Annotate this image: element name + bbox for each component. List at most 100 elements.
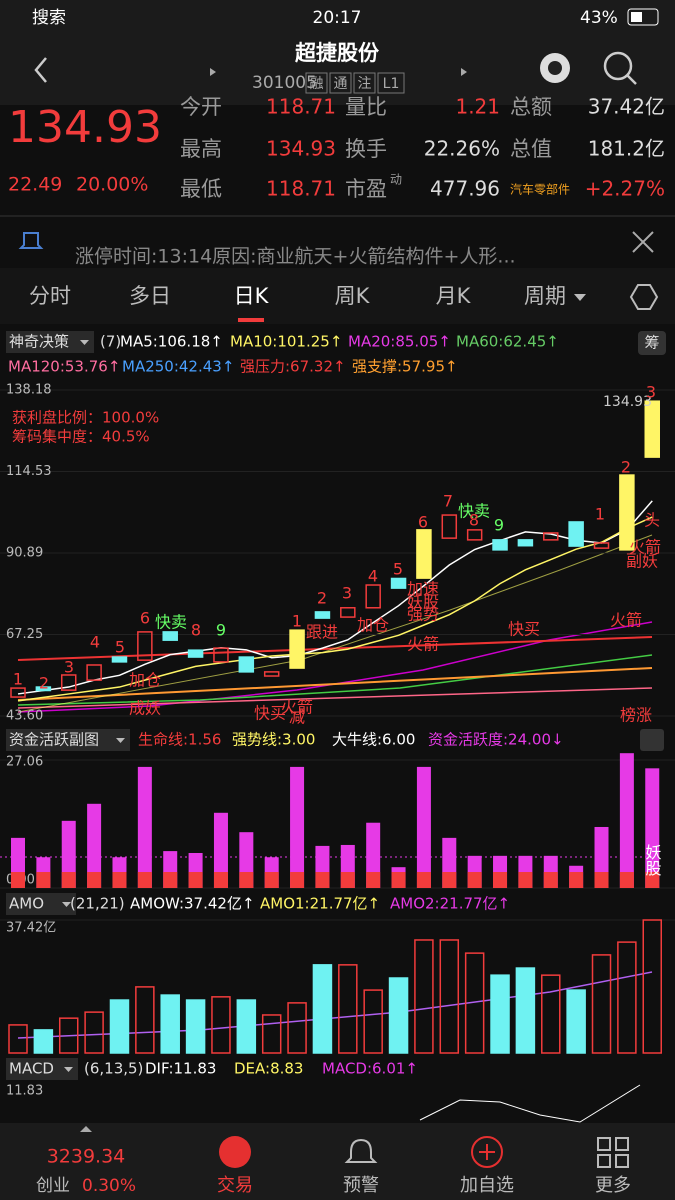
- settings[interactable]: [629, 284, 659, 310]
- badge-box: [377, 72, 405, 94]
- volume-bar: [541, 974, 561, 1054]
- close[interactable]: [632, 231, 654, 253]
- add-plus: [479, 1144, 495, 1160]
- nav-item[interactable]: 加自选: [460, 1175, 514, 1196]
- quote-value: 22.26%: [424, 137, 500, 161]
- indicator: MA120:53.76↑: [8, 358, 120, 376]
- divider: [0, 215, 675, 217]
- fund-base: [645, 872, 660, 888]
- fund-base: [87, 872, 102, 888]
- up-arrow: [80, 1126, 92, 1132]
- tab[interactable]: 多日: [129, 284, 171, 308]
- status-time: 20:17: [313, 8, 362, 28]
- select-box: [6, 729, 130, 751]
- candle: [517, 539, 534, 547]
- select[interactable]: 神奇决策: [9, 333, 69, 351]
- quote-label: 最低: [180, 177, 222, 201]
- tab[interactable]: 分时: [29, 284, 71, 308]
- quote-label: 总值: [510, 137, 552, 161]
- candle: [568, 521, 584, 547]
- tab[interactable]: 日K: [234, 284, 270, 308]
- battery-icon: [627, 8, 659, 26]
- nav-bar: [0, 1123, 675, 1200]
- ma-ma5: [17, 500, 653, 695]
- candle: [593, 542, 610, 549]
- signal: 快卖: [458, 502, 490, 521]
- fund-base: [416, 872, 431, 888]
- quote-value: +2.27%: [585, 177, 665, 201]
- more-icon[interactable]: [597, 1137, 629, 1168]
- quote-label: 市盈: [345, 177, 387, 201]
- signal: 8: [191, 621, 201, 640]
- quote-label: 今开: [180, 95, 222, 119]
- signal: 5: [115, 638, 125, 657]
- nav-item[interactable]: 更多: [595, 1175, 631, 1196]
- badge: 注: [358, 76, 372, 92]
- candle: [644, 400, 660, 458]
- volume-bar: [185, 999, 206, 1054]
- indicator: 强压力:67.32↑: [240, 358, 346, 376]
- indicator: MA10:101.25↑: [230, 333, 342, 351]
- fund-base: [213, 872, 228, 888]
- volume-bar: [8, 1024, 28, 1054]
- select[interactable]: 资金活跃副图: [9, 731, 99, 749]
- fund-base: [366, 872, 381, 888]
- quote-value: 1.21: [455, 95, 500, 119]
- volume-bar: [312, 964, 333, 1054]
- fund-item: 强势线:3.00: [232, 731, 315, 749]
- signal: 快卖: [155, 613, 187, 632]
- candle: [390, 577, 407, 589]
- fund-bar: [61, 820, 76, 888]
- quote-label: 总额: [510, 95, 552, 119]
- quote-label: 最高: [180, 137, 222, 161]
- quote-value: 37.42亿: [588, 95, 665, 119]
- candle: [340, 607, 356, 618]
- select[interactable]: MACD: [9, 1060, 54, 1078]
- volume-bar: [135, 986, 155, 1054]
- tab[interactable]: 周期: [524, 284, 566, 308]
- signal: 榜涨: [620, 706, 652, 725]
- fund-tag: 妖股: [643, 844, 662, 877]
- tab[interactable]: 月K: [436, 284, 472, 308]
- nav-item[interactable]: 预警: [343, 1175, 379, 1196]
- badge: 融: [310, 76, 324, 92]
- tab[interactable]: 周K: [335, 284, 371, 308]
- ma-line: [17, 687, 653, 709]
- indicator: MA250:42.43↑: [122, 358, 234, 376]
- select-box: [6, 893, 76, 915]
- add-icon[interactable]: [471, 1136, 503, 1168]
- notice: 涨停时间:13:14原因:商业航天+火箭结构件+人形...: [75, 246, 516, 268]
- tab-underline: [238, 318, 264, 322]
- signal: 9: [216, 621, 226, 640]
- signal: 妖股: [407, 593, 439, 612]
- bell: [18, 232, 44, 249]
- volume-bar: [617, 941, 637, 1054]
- dropdown: [62, 902, 71, 907]
- fund-base: [619, 872, 634, 888]
- tabs-bar: [0, 268, 675, 324]
- alert-icon[interactable]: [344, 1138, 378, 1163]
- candle: [289, 629, 305, 669]
- ma-line: [17, 654, 653, 706]
- select[interactable]: AMO: [9, 895, 44, 913]
- support-line: [17, 667, 653, 701]
- nav-item[interactable]: 交易: [217, 1175, 253, 1196]
- search[interactable]: [603, 51, 633, 81]
- fund-base: [36, 872, 51, 888]
- chip[interactable]: 筹: [644, 334, 659, 352]
- candle: [466, 529, 483, 541]
- signal: 火箭: [610, 611, 642, 630]
- price: 134.93: [8, 102, 162, 153]
- fund-bar: [213, 812, 228, 888]
- signal: 快买: [508, 620, 540, 639]
- stat: 获利盘比例：100.0%: [12, 409, 159, 427]
- back[interactable]: [34, 57, 47, 83]
- trade-icon[interactable]: [219, 1136, 251, 1168]
- select-box: [6, 331, 94, 353]
- fund-bar: [87, 803, 102, 888]
- signal: 1: [292, 612, 302, 631]
- volume-bar: [388, 977, 409, 1054]
- candle: [619, 474, 635, 551]
- signal: 8: [469, 511, 479, 530]
